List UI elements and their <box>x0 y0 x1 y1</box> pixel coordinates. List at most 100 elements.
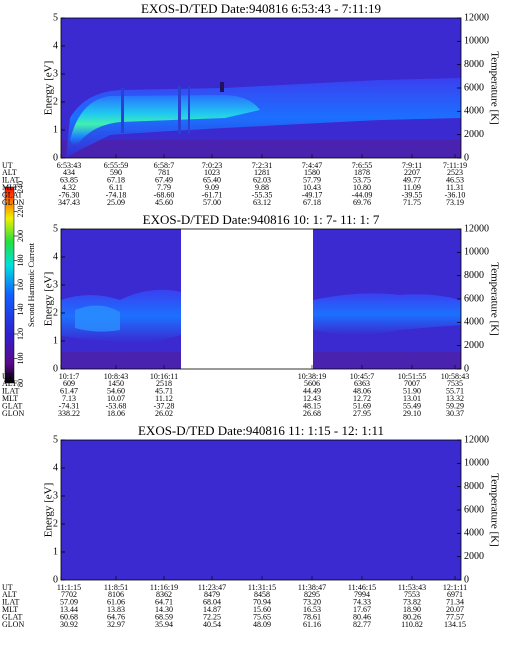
table-cell: 9.88 <box>255 183 269 192</box>
table-row-label: MLT <box>2 183 18 192</box>
table-cell: 10:45:7 <box>350 372 374 381</box>
table-row-label: ALT <box>2 168 17 177</box>
table-cell: -36.10 <box>445 190 466 199</box>
table-cell: 71.34 <box>446 598 464 607</box>
table-cell: 26.02 <box>155 409 173 418</box>
table-cell: -76.30 <box>59 190 80 199</box>
table-cell: 7:4:47 <box>302 161 322 170</box>
table-cell: 63.85 <box>60 176 78 185</box>
table-row-label: ALT <box>2 590 17 599</box>
table-cell: 61.06 <box>107 598 125 607</box>
table-cell: 49.77 <box>403 176 421 185</box>
table-cell: 347.43 <box>58 198 80 207</box>
y2-axis-label: Temperature [K] <box>488 51 500 124</box>
table-row-label: GLON <box>2 620 24 629</box>
table-cell: 73.19 <box>446 198 464 207</box>
table-cell: 69.76 <box>353 198 371 207</box>
table-cell: 78.61 <box>303 612 321 621</box>
y-tick-label: 3 <box>53 68 58 79</box>
table-cell: -37.28 <box>154 401 175 410</box>
table-cell: 30.37 <box>446 409 464 418</box>
table-cell: 7:0:23 <box>202 161 222 170</box>
table-cell: 13.83 <box>107 605 125 614</box>
y2-tick-label: 4000 <box>464 106 484 117</box>
table-cell: 609 <box>63 379 75 388</box>
table-cell: 8458 <box>254 590 270 599</box>
y-tick-label: 1 <box>53 546 58 557</box>
colorbar <box>4 186 15 384</box>
table-cell: 20.07 <box>446 605 464 614</box>
y-axis-label: Energy [eV] <box>43 272 55 326</box>
y2-tick-label: 4000 <box>464 317 484 328</box>
table-cell: 10.80 <box>353 183 371 192</box>
table-cell: 61.47 <box>60 387 78 396</box>
table-cell: 10:58:43 <box>441 372 469 381</box>
table-cell: 7994 <box>354 590 370 599</box>
table-cell: 35.94 <box>155 620 173 629</box>
table-cell: 11.31 <box>446 183 464 192</box>
y2-tick-label: 6000 <box>464 82 484 93</box>
table-cell: 1023 <box>204 168 220 177</box>
table-cell: 2523 <box>447 168 463 177</box>
y-tick-label: 0 <box>53 574 58 585</box>
table-cell: 18.06 <box>107 409 125 418</box>
table-cell: 5606 <box>304 379 320 388</box>
table-cell: 11:1:15 <box>57 583 81 592</box>
y2-tick-label: 0 <box>464 574 469 585</box>
table-cell: -55.35 <box>252 190 273 199</box>
table-cell: 434 <box>63 168 75 177</box>
table-cell: 338.22 <box>58 409 80 418</box>
colorbar-tick-label: 200 <box>16 230 25 242</box>
y2-tick-label: 6000 <box>464 504 484 515</box>
table-cell: 26.68 <box>303 409 321 418</box>
y-tick-label: 2 <box>53 518 58 529</box>
table-cell: 54.60 <box>107 387 125 396</box>
table-cell: 2518 <box>156 379 172 388</box>
table-cell: 40.54 <box>203 620 221 629</box>
y-tick-label: 3 <box>53 490 58 501</box>
table-cell: 25.09 <box>107 198 125 207</box>
table-cell: -61.71 <box>202 190 223 199</box>
spectrogram-image <box>61 18 461 580</box>
table-cell: 57.09 <box>60 598 78 607</box>
table-cell: 48.15 <box>303 401 321 410</box>
y-tick-label: 5 <box>53 223 58 234</box>
table-cell: -68.60 <box>154 190 175 199</box>
table-cell: 10:1:7 <box>59 372 79 381</box>
y-tick-label: 5 <box>53 434 58 445</box>
y2-tick-label: 12000 <box>464 434 489 445</box>
y-tick-label: 0 <box>53 363 58 374</box>
table-cell: 10:38:19 <box>298 372 326 381</box>
table-cell: 7553 <box>404 590 420 599</box>
y2-tick-label: 10000 <box>464 458 489 469</box>
table-cell: 7.79 <box>157 183 171 192</box>
y2-tick-label: 0 <box>464 152 469 163</box>
table-cell: 51.69 <box>353 401 371 410</box>
table-cell: 11:38:47 <box>298 583 326 592</box>
table-cell: 10:16:11 <box>150 372 178 381</box>
table-cell: 11:8:51 <box>104 583 128 592</box>
table-cell: 781 <box>158 168 170 177</box>
y-tick-label: 0 <box>53 152 58 163</box>
table-row-label: MLT <box>2 605 18 614</box>
y2-tick-label: 4000 <box>464 528 484 539</box>
table-row-label: UT <box>2 161 13 170</box>
table-cell: 32.97 <box>107 620 125 629</box>
y-tick-label: 1 <box>53 124 58 135</box>
colorbar-tick-label: 160 <box>16 279 25 291</box>
y-tick-label: 4 <box>53 251 58 262</box>
y2-tick-label: 0 <box>464 363 469 374</box>
table-cell: 13.32 <box>446 394 464 403</box>
table-cell: 6971 <box>447 590 463 599</box>
table-row-label: GLON <box>2 198 24 207</box>
table-cell: 29.10 <box>403 409 421 418</box>
table-row-label: GLAT <box>2 401 23 410</box>
table-cell: 12.72 <box>353 394 371 403</box>
y-tick-label: 4 <box>53 40 58 51</box>
table-cell: 65.40 <box>203 176 221 185</box>
table-cell: 57.79 <box>303 176 321 185</box>
y-axis-label: Energy [eV] <box>43 61 55 115</box>
table-cell: 11:16:19 <box>150 583 178 592</box>
table-cell: 1450 <box>108 379 124 388</box>
